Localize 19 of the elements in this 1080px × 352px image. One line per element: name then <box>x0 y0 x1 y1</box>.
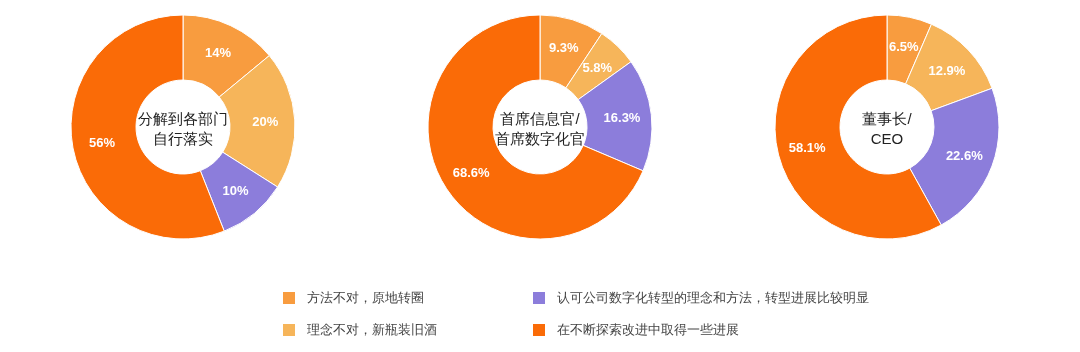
data-label: 9.3% <box>548 40 580 56</box>
text: 首席信息官/首席数字化官 <box>495 109 585 147</box>
data-label: 12.9% <box>928 62 966 78</box>
data-label: 5.8% <box>582 60 613 76</box>
data-label: 16.3% <box>603 110 641 126</box>
data-label: 14% <box>205 44 232 60</box>
text: 董事长/CEO <box>862 109 913 147</box>
legend-label: 在不断探索改进中取得一些进展 <box>557 321 739 339</box>
data-label: 58.1% <box>788 140 826 156</box>
text: 分解到各部门自行落实 <box>138 109 228 147</box>
legend-label: 理念不对，新瓶装旧酒 <box>307 321 437 339</box>
data-label: 20% <box>252 114 279 130</box>
legend-label: 认可公司数字化转型的理念和方法，转型进展比较明显 <box>557 289 869 307</box>
data-label: 68.6% <box>452 165 491 181</box>
legend-label: 方法不对，原地转圈 <box>307 289 424 307</box>
data-label: 10% <box>222 183 250 199</box>
data-label: 22.6% <box>945 148 984 164</box>
data-label: 56% <box>88 134 116 150</box>
data-label: 6.5% <box>888 38 919 54</box>
